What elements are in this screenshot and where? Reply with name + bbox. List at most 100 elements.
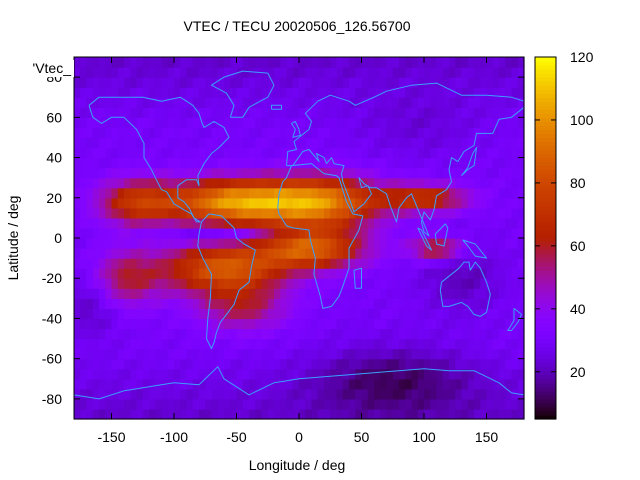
- heatmap-cell: [180, 157, 188, 169]
- heatmap-cell: [130, 308, 138, 320]
- heatmap-cell: [224, 157, 231, 169]
- heatmap-cell: [336, 217, 344, 229]
- heatmap-cell: [417, 117, 425, 128]
- heatmap-cell: [211, 187, 219, 199]
- heatmap-cell: [155, 137, 163, 149]
- heatmap-cell: [136, 308, 144, 320]
- heatmap-cell: [236, 328, 244, 340]
- heatmap-cell: [292, 137, 300, 149]
- heatmap-cell: [467, 328, 475, 340]
- heatmap-cell: [224, 288, 231, 299]
- heatmap-cell: [161, 67, 169, 78]
- heatmap-cell: [224, 248, 231, 259]
- heatmap-cell: [499, 298, 506, 309]
- heatmap-cell: [480, 157, 488, 169]
- heatmap-cell: [305, 167, 313, 179]
- heatmap-cell: [86, 238, 94, 249]
- heatmap-cell: [449, 217, 456, 229]
- heatmap-cell: [142, 328, 150, 340]
- heatmap-cell: [461, 207, 469, 219]
- heatmap-cell: [299, 368, 306, 380]
- heatmap-cell: [461, 278, 469, 289]
- heatmap-cell: [492, 67, 500, 78]
- heatmap-cell: [461, 408, 469, 420]
- heatmap-cell: [280, 288, 288, 299]
- heatmap-cell: [186, 77, 194, 88]
- colorbar-segment: [535, 290, 556, 295]
- heatmap-cell: [442, 288, 450, 299]
- heatmap-cell: [149, 268, 156, 279]
- heatmap-cell: [249, 408, 256, 420]
- heatmap-cell: [249, 227, 256, 239]
- heatmap-cell: [417, 57, 425, 68]
- heatmap-cell: [474, 268, 481, 279]
- heatmap-cell: [474, 328, 481, 340]
- heatmap-cell: [480, 368, 488, 380]
- heatmap-cell: [142, 187, 150, 199]
- heatmap-cell: [467, 157, 475, 169]
- heatmap-cell: [124, 318, 131, 330]
- heatmap-cell: [505, 147, 513, 159]
- heatmap-cell: [330, 328, 338, 340]
- heatmap-cell: [99, 127, 106, 139]
- heatmap-cell: [486, 177, 494, 189]
- heatmap-cell: [292, 157, 300, 169]
- heatmap-cell: [286, 157, 294, 169]
- heatmap-cell: [342, 197, 350, 209]
- heatmap-cell: [211, 378, 219, 390]
- heatmap-cell: [142, 288, 150, 299]
- heatmap-cell: [274, 238, 281, 249]
- heatmap-cell: [367, 197, 375, 209]
- heatmap-cell: [455, 318, 463, 330]
- heatmap-cell: [111, 137, 119, 149]
- heatmap-cell: [136, 177, 144, 189]
- heatmap-cell: [324, 177, 331, 189]
- heatmap-cell: [286, 298, 294, 309]
- heatmap-cell: [474, 408, 481, 420]
- heatmap-cell: [99, 187, 106, 199]
- heatmap-cell: [355, 207, 363, 219]
- heatmap-cell: [330, 348, 338, 360]
- heatmap-cell: [361, 308, 369, 320]
- heatmap-cell: [317, 137, 325, 149]
- heatmap-cell: [199, 67, 206, 78]
- heatmap-cell: [380, 217, 388, 229]
- heatmap-cell: [174, 177, 181, 189]
- heatmap-cell: [111, 408, 119, 420]
- heatmap-cell: [217, 398, 225, 410]
- heatmap-cell: [336, 167, 344, 179]
- heatmap-cell: [74, 77, 81, 88]
- heatmap-cell: [449, 378, 456, 390]
- heatmap-cell: [149, 278, 156, 289]
- heatmap-cell: [99, 157, 106, 169]
- heatmap-cell: [199, 338, 206, 350]
- heatmap-cell: [299, 127, 306, 139]
- colorbar-segment: [535, 298, 556, 303]
- heatmap-cell: [392, 207, 400, 219]
- heatmap-cell: [267, 127, 275, 139]
- heatmap-cell: [361, 187, 369, 199]
- heatmap-cell: [92, 328, 100, 340]
- colorbar-segment: [535, 69, 556, 74]
- heatmap-cell: [149, 217, 156, 229]
- heatmap-cell: [317, 328, 325, 340]
- heatmap-cell: [517, 348, 525, 360]
- heatmap-cell: [161, 238, 169, 249]
- heatmap-cell: [155, 298, 163, 309]
- heatmap-cell: [305, 207, 313, 219]
- heatmap-cell: [230, 318, 238, 330]
- heatmap-cell: [492, 117, 500, 128]
- heatmap-cell: [361, 328, 369, 340]
- heatmap-cell: [130, 147, 138, 159]
- heatmap-cell: [317, 378, 325, 390]
- heatmap-cell: [111, 258, 119, 269]
- heatmap-cell: [99, 338, 106, 350]
- heatmap-cell: [399, 318, 406, 330]
- heatmap-cell: [149, 207, 156, 219]
- heatmap-cell: [167, 117, 175, 128]
- heatmap-cell: [117, 338, 125, 350]
- heatmap-cell: [255, 187, 263, 199]
- heatmap-cell: [474, 398, 481, 410]
- heatmap-cell: [467, 147, 475, 159]
